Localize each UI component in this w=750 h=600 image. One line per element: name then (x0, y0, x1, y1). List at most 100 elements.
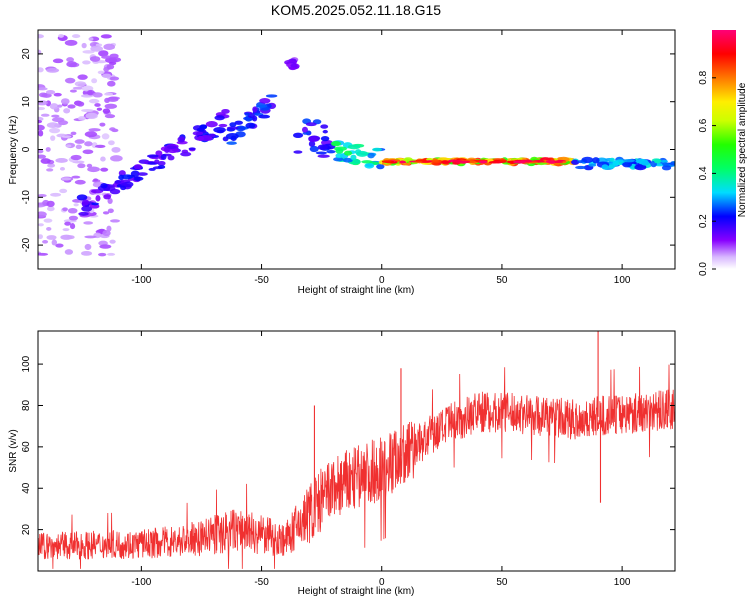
snr-frame (37, 330, 676, 572)
spectrogram-cell (70, 131, 77, 136)
spectrogram-cell (372, 147, 382, 152)
spectrogram-cell (181, 149, 189, 154)
spectrogram-cell (244, 112, 250, 116)
spectrogram-ytick-label: 10 (21, 96, 32, 108)
spectrogram-cell (51, 239, 58, 246)
spectrogram-cell (38, 252, 49, 256)
spectrogram-cell (109, 53, 119, 59)
spectrogram-cell (38, 130, 44, 137)
spectrogram-cell (65, 144, 72, 148)
spectrogram-cell (609, 157, 615, 162)
spectrogram-cell (102, 211, 110, 215)
colorbar-ticks: 0.0 0.2 0.4 0.6 0.8 (698, 70, 716, 276)
spectrogram-cell (571, 159, 580, 165)
spectrogram-cell (265, 94, 278, 98)
spectrogram-cell (356, 150, 369, 157)
spectrogram-cell (225, 133, 239, 140)
spectrogram-cell (608, 164, 616, 169)
spectrogram-cell (99, 122, 106, 127)
spectrogram-cell (82, 60, 91, 65)
spectrogram-cell (107, 96, 119, 102)
spectrogram-cell (69, 223, 76, 230)
spectrogram-cell (326, 150, 336, 154)
spectrogram-cell (47, 163, 56, 168)
spectrogram-cell (110, 155, 123, 162)
spectrogram-cell (309, 145, 319, 153)
spectrogram-cell (38, 154, 47, 159)
spectrogram-xlabel: Height of straight line (km) (298, 285, 415, 296)
snr-ticks: -100 -50 0 50 100 20 40 60 80 100 (21, 331, 675, 588)
snr-ytick-label: 80 (21, 399, 32, 411)
snr-ytick-label: 40 (21, 482, 32, 494)
snr-ytick-label: 100 (21, 355, 32, 372)
spectrogram-cell (84, 141, 93, 147)
spectrogram-peak (430, 159, 440, 162)
spectrogram-cell (320, 124, 329, 129)
spectrogram-cell (229, 122, 237, 127)
spectrogram-ytick-label: -20 (21, 237, 32, 252)
spectrogram-cell (109, 239, 116, 244)
spectrogram-cell (59, 167, 66, 171)
spectrogram-frame (37, 29, 676, 270)
spectrogram-cell (64, 249, 74, 255)
spectrogram-cell (96, 107, 103, 111)
spectrogram-cell (55, 158, 68, 163)
colorbar: 0.0 0.2 0.4 0.6 0.8 Normalized spectral ampl… (698, 30, 748, 276)
spectrogram-cell (71, 175, 81, 179)
spectrogram-cell (653, 158, 662, 164)
spectrogram-cell (188, 147, 196, 151)
spectrogram-peak (478, 160, 488, 164)
spectrogram-cell (335, 153, 343, 159)
spectrogram-cell (46, 227, 52, 231)
spectrogram-cell (46, 168, 54, 172)
spectrogram-cell (342, 157, 353, 163)
spectrogram-cell (103, 92, 114, 96)
spectrogram-cell (109, 188, 121, 195)
snr-ylabel: SNR (v/v) (8, 429, 19, 472)
spectrogram-cell (74, 81, 87, 87)
spectrogram-cell (88, 37, 94, 41)
spectrogram-xtick-label: -50 (254, 275, 269, 286)
spectrogram-cell (108, 140, 115, 146)
spectrogram-peak (490, 160, 499, 164)
spectrogram-cell (114, 180, 122, 184)
spectrogram-cell (38, 67, 44, 73)
colorbar-tick-label: 0.6 (698, 118, 709, 132)
spectrogram-cell (315, 151, 328, 155)
spectrogram-ytick-label: 20 (21, 48, 32, 60)
spectrogram-cell (58, 33, 64, 38)
spectrogram-cell (69, 89, 77, 93)
spectrogram-cell (59, 188, 68, 194)
spectrogram-cell (302, 131, 309, 135)
spectrogram-cell (58, 120, 69, 126)
spectrogram-cell (81, 205, 93, 212)
spectrogram-cell (76, 194, 88, 201)
spectrogram-cell (252, 115, 258, 122)
spectrogram-cell (88, 128, 101, 132)
spectrogram-cell (670, 161, 675, 166)
spectrogram-cell (53, 92, 62, 97)
spectrogram-cell (157, 165, 166, 169)
spectrogram-cell (46, 206, 55, 212)
spectrogram-cell (63, 108, 71, 114)
spectrogram-cell (293, 150, 303, 154)
spectrogram-cell (197, 135, 204, 141)
spectrogram-cell (660, 159, 668, 163)
spectrogram-cell (67, 208, 78, 214)
spectrogram-cell (111, 146, 121, 153)
snr-xtick-label: 0 (379, 577, 385, 588)
spectrogram-cell (102, 108, 111, 114)
spectrogram-cell (100, 182, 108, 189)
spectrogram-cell (87, 166, 100, 173)
spectrogram-cell (72, 86, 84, 90)
spectrogram-xtick-label: 0 (379, 275, 385, 286)
spectrogram-cell (66, 61, 78, 68)
spectrogram-cell (259, 98, 271, 104)
spectrogram-cell (258, 114, 271, 119)
spectrogram-peak (399, 161, 407, 164)
spectrogram-cell (84, 243, 92, 251)
spectrogram-cell (40, 158, 51, 164)
spectrogram-cell (177, 136, 186, 143)
spectrogram-cell (76, 101, 85, 107)
